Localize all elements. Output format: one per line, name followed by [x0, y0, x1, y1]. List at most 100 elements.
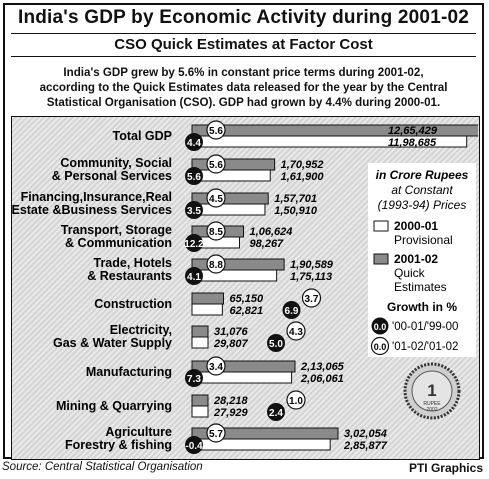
bar-2001-02	[191, 158, 276, 171]
category-label: Gas & Water Supply	[53, 336, 172, 350]
growth-value-current: 8.5	[209, 227, 223, 238]
value-label-2000-01: 1,50,910	[274, 205, 318, 217]
growth-badge-current	[286, 321, 306, 341]
legend-unit-line: (1993-94) Prices	[378, 198, 467, 212]
growth-value-previous: 6.9	[285, 306, 299, 317]
growth-value-previous: -0.4	[185, 441, 203, 452]
category-label: Agriculture	[105, 425, 172, 439]
legend-swatch-2000-01	[373, 220, 389, 232]
value-label-2000-01: 62,821	[229, 305, 263, 317]
legend-growth-previous-label: '00-01/'99-00	[392, 321, 458, 333]
value-label-2001-02: 1,57,701	[274, 193, 317, 205]
value-label-2000-01: 27,929	[213, 407, 249, 419]
legend-unit-line: in Crore Rupees	[376, 168, 469, 182]
value-label-2001-02: 3,02,054	[344, 428, 387, 440]
category-label: Transport, Storage	[61, 223, 172, 237]
growth-value-current: 5.6	[209, 160, 223, 171]
growth-badge-current	[206, 356, 226, 376]
growth-badge-current	[286, 390, 306, 410]
value-label-2000-01: 11,98,685	[388, 137, 437, 149]
legend-quick-text: Quick	[394, 266, 426, 280]
growth-badge-previous	[185, 133, 203, 151]
category-label: Financing,Insurance,Real	[21, 190, 172, 204]
growth-badge-previous	[185, 267, 203, 285]
value-label-2001-02: 2,13,065	[300, 361, 345, 373]
growth-value-previous: 5.0	[269, 339, 283, 350]
legend-provisional-year: 2000-01	[394, 219, 438, 233]
category-label: Manufacturing	[86, 365, 172, 379]
legend-growth-badge-current	[370, 336, 390, 356]
growth-value-previous: 4.4	[187, 138, 201, 149]
growth-value-current: 4.3	[289, 327, 303, 338]
legend-quick-year: 2001-02	[394, 252, 438, 266]
bar-2001-02	[191, 292, 224, 305]
bar-2001-02	[191, 258, 285, 271]
growth-badge-current	[206, 154, 226, 174]
value-label-2001-02: 1,90,589	[290, 259, 334, 271]
growth-value-current: 8.8	[209, 260, 223, 271]
value-label-2001-02: 31,076	[214, 326, 249, 338]
bar-2001-02	[191, 192, 269, 205]
growth-value-previous: 5.6	[187, 172, 201, 183]
graphic-frame: India's GDP by Economic Activity during …	[3, 3, 484, 460]
value-label-2001-02: 12,65,429	[388, 125, 438, 137]
value-label-2000-01: 1,61,900	[281, 171, 325, 183]
growth-value-current: 3.7	[305, 294, 319, 305]
legend-quick-text: Estimates	[394, 280, 447, 294]
growth-badge-current	[206, 221, 226, 241]
category-label: & Restaurants	[87, 269, 172, 283]
coin-text: RUPEE	[423, 401, 441, 407]
growth-value-current: 4.5	[209, 194, 223, 205]
growth-badge-previous	[267, 403, 285, 421]
growth-value-previous: 4.1	[187, 272, 201, 283]
bar-2000-01	[191, 405, 209, 418]
legend-badge-text: 0.0	[374, 342, 387, 352]
growth-value-current: 3.4	[209, 362, 223, 373]
bar-2000-01	[191, 269, 278, 282]
coin-denomination: 1	[427, 381, 436, 400]
growth-badge-previous	[267, 334, 285, 352]
legend-swatch-2001-02	[373, 253, 389, 265]
summary-line: according to the Quick Estimates data re…	[39, 81, 448, 94]
category-label: & Communication	[65, 236, 172, 250]
growth-value-current: 5.7	[209, 429, 223, 440]
legend-badge-text: 0.0	[374, 322, 387, 332]
legend-provisional-text: Provisional	[394, 233, 453, 247]
growth-value-previous: 12.2	[184, 239, 204, 250]
legend-growth-title: Growth in %	[387, 300, 457, 314]
category-label: Total GDP	[113, 129, 173, 143]
growth-value-current: 1.0	[289, 396, 303, 407]
bar-2000-01	[191, 371, 293, 384]
chart-title: India's GDP by Economic Activity during …	[17, 7, 470, 28]
growth-value-previous: 3.5	[187, 206, 201, 217]
legend-unit-line: at Constant	[391, 183, 453, 197]
value-label-2001-02: 1,06,624	[250, 226, 293, 238]
growth-badge-previous	[185, 234, 203, 252]
value-label-2000-01: 2,06,061	[300, 373, 344, 385]
summary-text: India's GDP grew by 5.6% in constant pri…	[11, 65, 476, 110]
bar-2001-02	[191, 394, 209, 407]
chart-subtitle: CSO Quick Estimates at Factor Cost	[11, 33, 476, 57]
category-label: Community, Social	[60, 156, 172, 170]
bar-2000-01	[191, 336, 209, 349]
value-label-2000-01: 29,807	[213, 338, 249, 350]
value-label-2001-02: 28,218	[213, 395, 249, 407]
value-label-2001-02: 1,70,952	[281, 159, 324, 171]
value-label-2000-01: 98,267	[250, 238, 285, 250]
legend-growth-badge-previous	[371, 317, 389, 335]
value-label-2000-01: 2,85,877	[343, 440, 388, 452]
category-label: Electricity,	[110, 323, 172, 337]
coin-text: 2002	[426, 407, 437, 413]
summary-line: India's GDP grew by 5.6% in constant pri…	[63, 66, 424, 79]
category-label: & Personal Services	[52, 169, 172, 183]
credit-line: PTI Graphics	[408, 461, 483, 475]
growth-badge-current	[206, 254, 226, 274]
chart-area: Total GDP 12,65,429 11,98,685 5.6 4.4 Communi…	[11, 116, 480, 460]
growth-value-previous: 2.4	[269, 408, 283, 419]
growth-badge-previous	[185, 369, 203, 387]
legend-growth-current-label: '01-02/'01-02	[392, 341, 458, 353]
bar-2000-01	[191, 303, 223, 316]
value-label-2000-01: 1,75,113	[290, 271, 332, 283]
growth-value-current: 5.6	[209, 126, 223, 137]
